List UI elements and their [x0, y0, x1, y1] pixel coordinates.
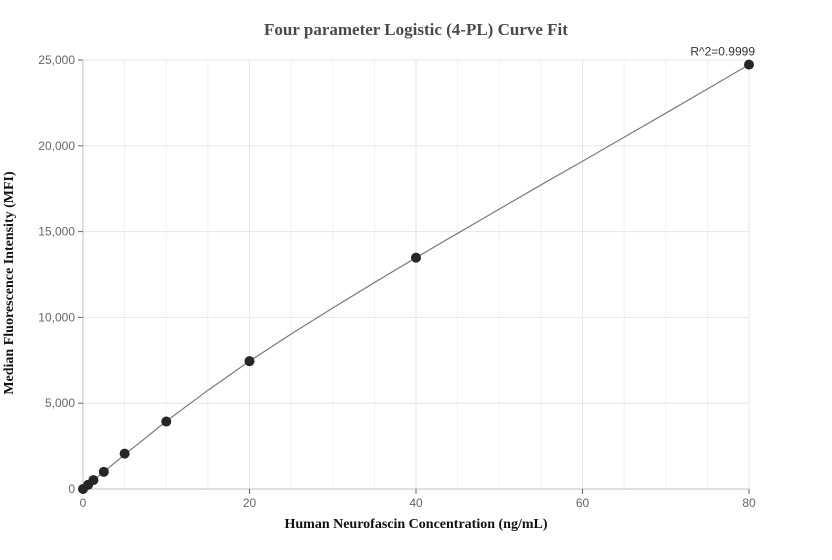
y-tick-label: 25,000 — [38, 53, 75, 67]
y-tick-label: 10,000 — [38, 310, 75, 324]
data-point — [119, 448, 130, 459]
x-axis-label: Human Neurofascin Concentration (ng/mL) — [284, 517, 548, 532]
y-tick-label: 15,000 — [38, 225, 75, 239]
data-point — [98, 466, 109, 477]
data-point — [744, 59, 754, 70]
data-point — [161, 416, 172, 427]
y-tick-label: 20,000 — [38, 139, 75, 153]
r-squared-annotation: R^2=0.9999 — [690, 45, 755, 59]
data-point — [411, 252, 421, 263]
y-tick-label: 5,000 — [45, 396, 75, 410]
y-tick-label: 0 — [68, 482, 75, 496]
x-tick-label: 40 — [409, 496, 423, 510]
y-axis-label: Median Fluorescence Intensity (MFI) — [2, 171, 17, 395]
data-point — [244, 356, 255, 367]
data-point — [88, 475, 99, 486]
x-tick-label: 60 — [576, 496, 590, 510]
x-tick-label: 0 — [80, 496, 87, 510]
x-tick-label: 80 — [742, 496, 756, 510]
chart-title: Four parameter Logistic (4-PL) Curve Fit — [264, 20, 568, 39]
x-tick-label: 20 — [243, 496, 257, 510]
